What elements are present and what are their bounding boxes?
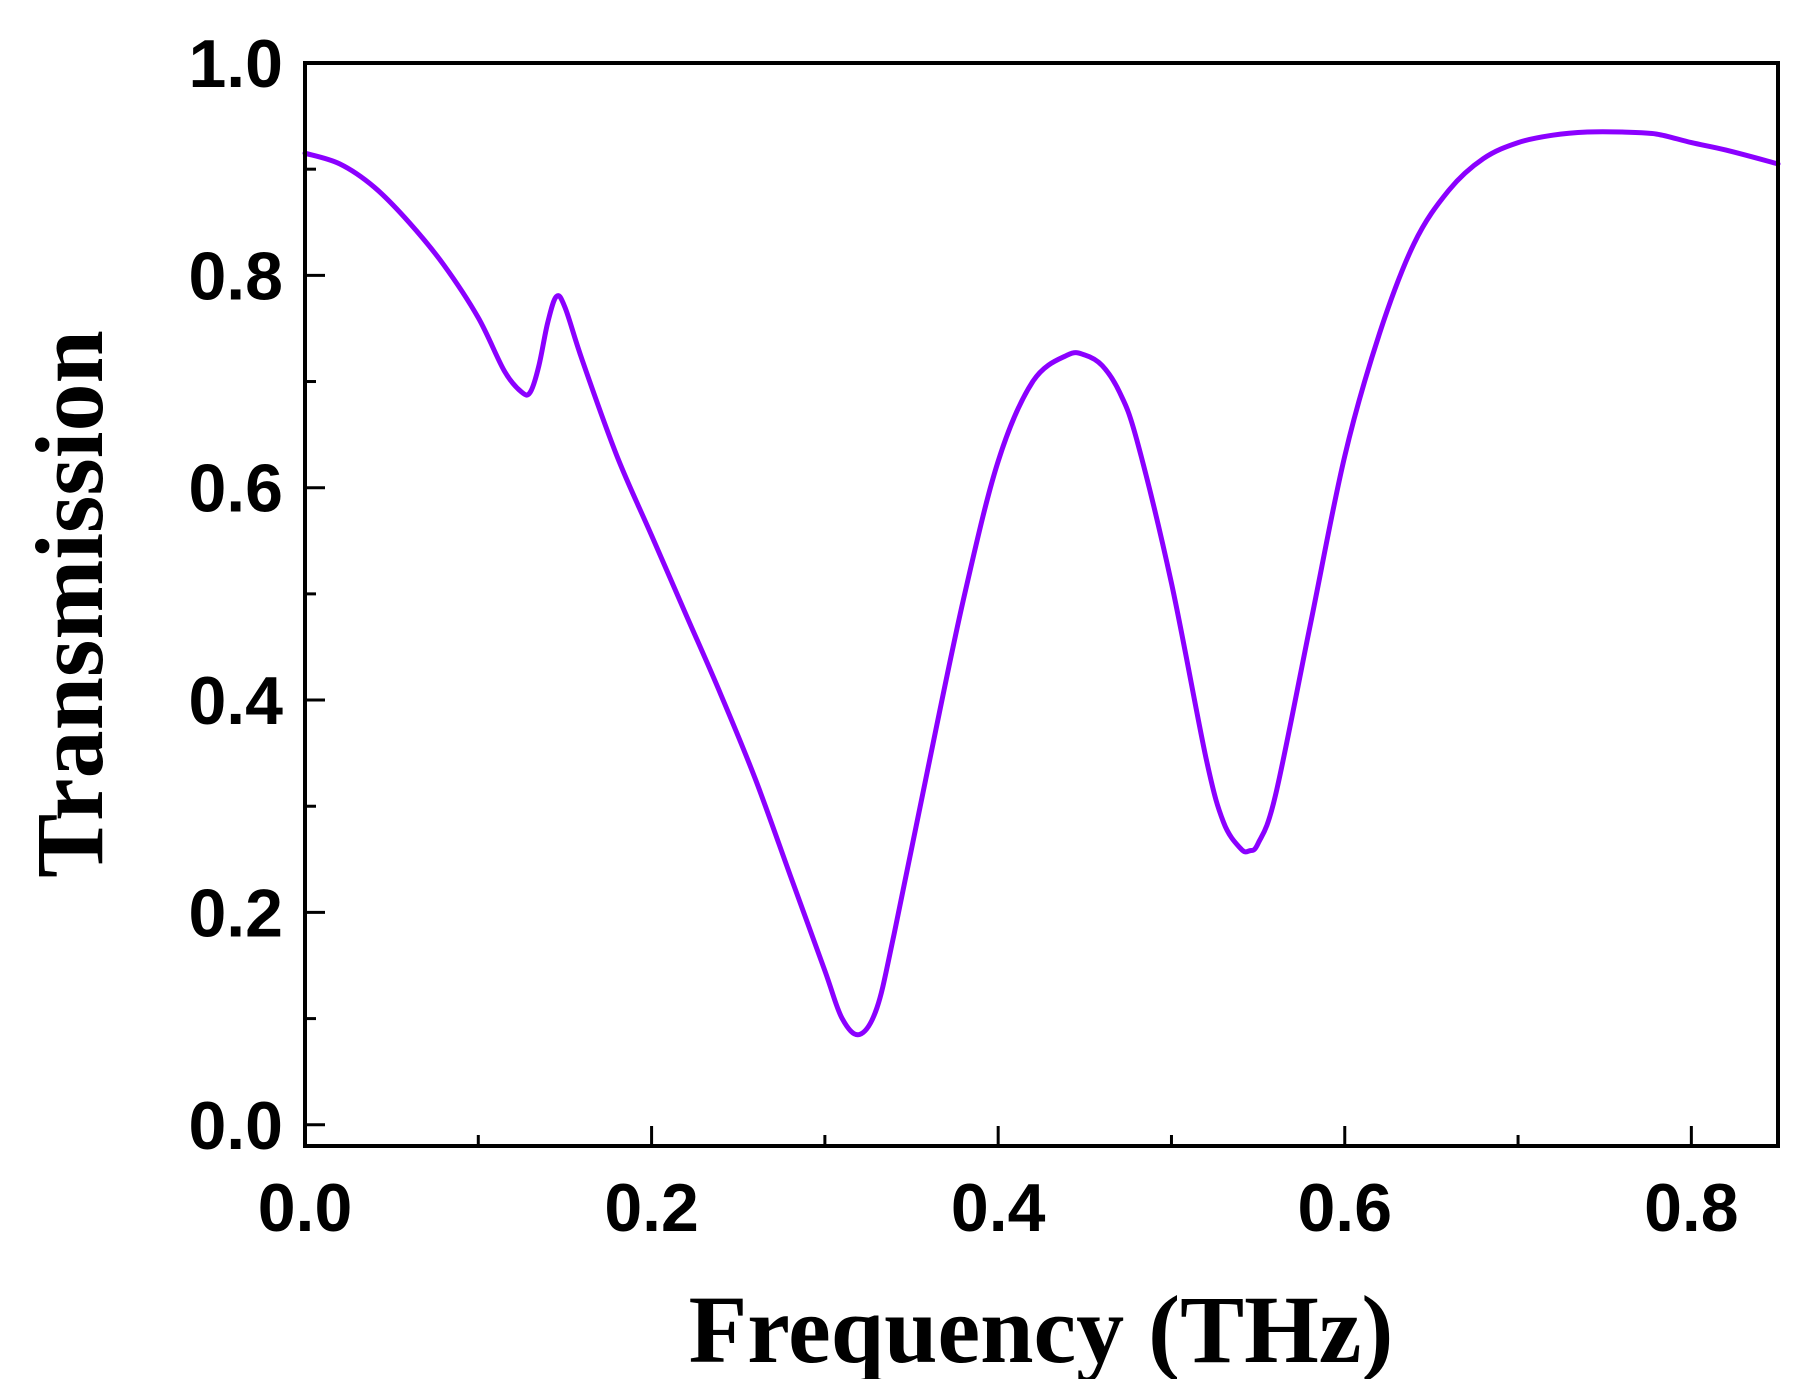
y-tick-label: 0.8 [188,238,283,314]
y-tick-label: 0.2 [188,875,283,951]
series-line-transmission [302,129,1781,1038]
y-tick-label: 0.6 [188,451,283,527]
y-tick-label: 0.0 [188,1088,283,1164]
x-tick-label: 0.6 [1297,1170,1392,1246]
x-tick-label: 0.0 [258,1170,353,1246]
x-axis-title: Frequency (THz) [689,1276,1394,1379]
x-tick-label: 0.2 [604,1170,699,1246]
plot-frame [303,61,1780,1148]
y-tick-label: 0.4 [188,663,283,739]
y-axis-title: Transmission [16,330,123,878]
y-tick-label: 1.0 [188,26,283,102]
tick-labels: 0.0 0.2 0.4 0.6 0.8 0.0 0.2 0.4 0.6 0.8 1.0 [188,26,1738,1246]
x-tick-label: 0.8 [1644,1170,1739,1246]
x-tick-label: 0.4 [951,1170,1046,1246]
